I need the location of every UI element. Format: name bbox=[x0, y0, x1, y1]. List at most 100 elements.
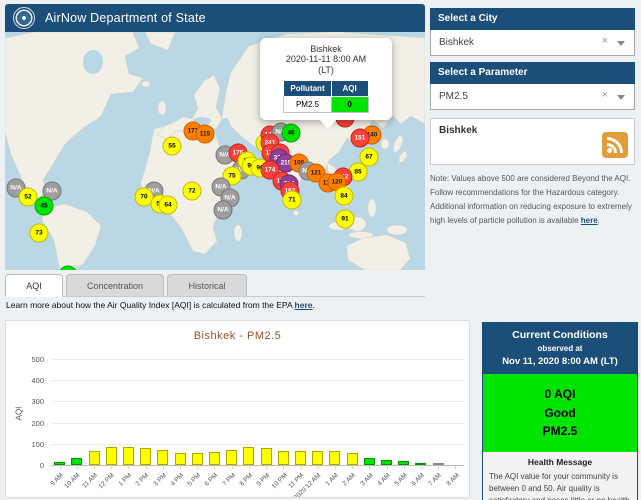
chart-bar-5-pm[interactable] bbox=[192, 453, 203, 465]
health-message-section: Health Message The AQI value for your co… bbox=[483, 452, 637, 500]
x-tick bbox=[163, 465, 164, 469]
x-tick bbox=[404, 465, 405, 469]
chart-bar-1-am[interactable] bbox=[329, 451, 340, 465]
note-suffix: . bbox=[598, 216, 600, 225]
current-conditions-panel: Current Conditions observed at Nov 11, 2… bbox=[482, 322, 638, 500]
chart-bar-1-pm[interactable] bbox=[123, 447, 134, 465]
map-marker-72[interactable]: 72 bbox=[183, 182, 202, 201]
x-axis-label: 8 AM bbox=[445, 472, 460, 487]
x-tick bbox=[438, 465, 439, 469]
x-tick bbox=[352, 465, 353, 469]
x-tick bbox=[111, 465, 112, 469]
popup-timezone: (LT) bbox=[266, 65, 386, 76]
city-dropdown[interactable]: Bishkek × bbox=[430, 30, 635, 56]
learn-more-prefix: Learn more about how the Air Quality Ind… bbox=[6, 300, 295, 310]
observed-datetime: Nov 11, 2020 8:00 AM (LT) bbox=[487, 356, 633, 367]
x-tick bbox=[421, 465, 422, 469]
tab-concentration[interactable]: Concentration bbox=[66, 274, 164, 296]
map-marker-73[interactable]: 73 bbox=[30, 224, 49, 243]
aqi-pollutant-label: PM2.5 bbox=[487, 422, 633, 441]
aqi-category-label: Good bbox=[487, 404, 633, 423]
tab-bar: AQI Concentration Historical bbox=[5, 273, 425, 297]
x-axis-label: 7 AM bbox=[428, 472, 443, 487]
chart-bar-3-am[interactable] bbox=[364, 458, 375, 465]
x-tick bbox=[266, 465, 267, 469]
x-tick bbox=[77, 465, 78, 469]
popup-pollutant-header: Pollutant bbox=[284, 80, 331, 96]
map-marker-45[interactable]: 45 bbox=[35, 197, 54, 216]
world-map[interactable]: N/A52N/A457355171115N/A70596472N/A175N/A… bbox=[5, 32, 425, 270]
x-axis-label: 3 PM bbox=[152, 472, 168, 488]
chart-bar-2-pm[interactable] bbox=[140, 448, 151, 465]
select-parameter-box: Select a Parameter PM2.5 × bbox=[430, 62, 635, 110]
x-axis-label: 10 PM bbox=[270, 472, 288, 490]
map-marker-blank[interactable] bbox=[59, 266, 78, 271]
parameter-dropdown[interactable]: PM2.5 × bbox=[430, 84, 635, 110]
chart-bar-7-am[interactable] bbox=[433, 463, 444, 465]
tab-aqi[interactable]: AQI bbox=[5, 274, 63, 297]
parameter-chevron-down-icon[interactable] bbox=[617, 95, 625, 100]
city-chevron-down-icon[interactable] bbox=[617, 41, 625, 46]
x-tick bbox=[128, 465, 129, 469]
map-marker-46[interactable]: 46 bbox=[282, 124, 301, 143]
chart-bar-9-am[interactable] bbox=[54, 462, 65, 465]
x-axis-label: 1 AM bbox=[324, 472, 339, 487]
parameter-dropdown-value: PM2.5 bbox=[439, 91, 468, 102]
chart-bar-11-am[interactable] bbox=[89, 451, 100, 465]
popup-aqi-header: AQI bbox=[331, 80, 368, 96]
chart-bar-7-pm[interactable] bbox=[226, 450, 237, 465]
map-marker-115[interactable]: 115 bbox=[196, 125, 215, 144]
chart-bar-2-am[interactable] bbox=[347, 453, 358, 465]
chart-bar-4-pm[interactable] bbox=[175, 453, 186, 465]
x-tick bbox=[369, 465, 370, 469]
chart-bar-6-am[interactable] bbox=[415, 463, 426, 465]
map-marker-n-a[interactable]: N/A bbox=[214, 201, 233, 220]
chart-bar-11-12-2020-12-am[interactable] bbox=[312, 451, 323, 465]
map-marker-151[interactable]: 151 bbox=[351, 129, 370, 148]
learn-more-link[interactable]: here bbox=[295, 300, 313, 310]
y-tick-label-300: 300 bbox=[14, 397, 44, 406]
x-axis-label: 9 AM bbox=[49, 472, 64, 487]
chart-title: Bishkek - PM2.5 bbox=[6, 330, 469, 342]
map-marker-91[interactable]: 91 bbox=[336, 210, 355, 229]
popup-datetime: 2020-11-11 8:00 AM bbox=[266, 54, 386, 65]
observed-at-label: observed at bbox=[487, 344, 633, 353]
x-tick bbox=[335, 465, 336, 469]
chart-bar-6-pm[interactable] bbox=[209, 452, 220, 465]
chart-bar-4-am[interactable] bbox=[381, 460, 392, 465]
note-here-link[interactable]: here bbox=[581, 216, 598, 225]
x-axis-label: 12 PM bbox=[98, 472, 116, 490]
city-dropdown-value: Bishkek bbox=[439, 37, 474, 48]
gridline-400 bbox=[51, 380, 464, 381]
chart-bar-12-pm[interactable] bbox=[106, 447, 117, 465]
popup-city: Bishkek bbox=[266, 44, 386, 54]
popup-pollutant-value: PM2.5 bbox=[284, 96, 331, 112]
popup-aqi-value: 0 bbox=[331, 96, 368, 112]
select-city-label: Select a City bbox=[430, 8, 635, 30]
current-conditions-header: Current Conditions observed at Nov 11, 2… bbox=[483, 323, 637, 374]
map-marker-84[interactable]: 84 bbox=[335, 187, 354, 206]
y-tick-label-500: 500 bbox=[14, 355, 44, 364]
aqi-category-box: 0 AQI Good PM2.5 bbox=[483, 374, 637, 452]
rss-icon[interactable] bbox=[602, 132, 628, 158]
x-axis-label: 5 PM bbox=[187, 472, 203, 488]
x-tick bbox=[283, 465, 284, 469]
gridline-300 bbox=[51, 401, 464, 402]
map-marker-71[interactable]: 71 bbox=[283, 191, 302, 210]
chart-bar-11-pm[interactable] bbox=[295, 451, 306, 465]
city-clear-icon[interactable]: × bbox=[602, 35, 608, 47]
chart-bar-10-am[interactable] bbox=[71, 458, 82, 465]
chart-bar-9-pm[interactable] bbox=[261, 448, 272, 465]
chart-bar-5-am[interactable] bbox=[398, 461, 409, 465]
chart-bar-8-pm[interactable] bbox=[243, 447, 254, 465]
current-conditions-title: Current Conditions bbox=[487, 329, 633, 341]
tab-historical[interactable]: Historical bbox=[167, 274, 247, 296]
map-marker-55[interactable]: 55 bbox=[163, 137, 182, 156]
x-axis-label: 4 AM bbox=[376, 472, 391, 487]
y-tick-label-100: 100 bbox=[14, 440, 44, 449]
x-tick bbox=[94, 465, 95, 469]
chart-bar-3-pm[interactable] bbox=[157, 450, 168, 465]
chart-bar-10-pm[interactable] bbox=[278, 451, 289, 465]
parameter-clear-icon[interactable]: × bbox=[602, 89, 608, 101]
map-marker-64[interactable]: 64 bbox=[159, 196, 178, 215]
